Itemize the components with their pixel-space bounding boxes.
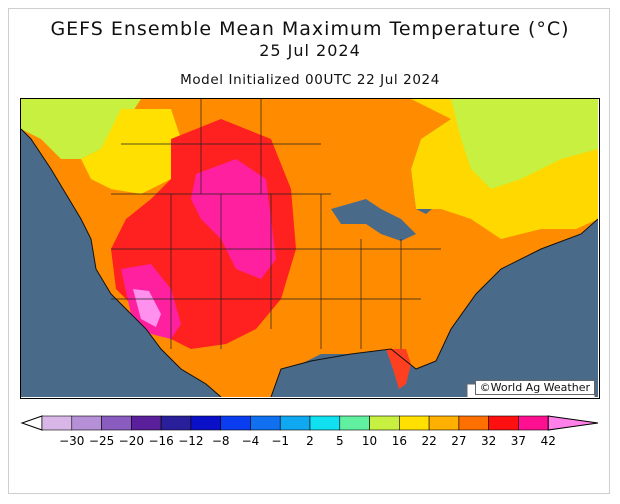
legend-swatch [279,415,311,431]
credit-label: ©World Ag Weather [474,380,595,395]
legend-min-arrow [20,415,43,431]
legend-tick-label: 27 [451,434,466,448]
legend-tick-label: 37 [511,434,526,448]
legend-tick-label: 32 [481,434,496,448]
legend-tick-label: 2 [306,434,314,448]
desert-pink-hotspot [133,289,161,327]
state-borders [111,99,441,349]
legend-tick-label: −25 [89,434,114,448]
color-scale-svg: −30 −25 −20 −16 −12 −8 −4 −1 2 5 10 16 22 27 32 37 42 [20,415,599,448]
legend-tick-label: 5 [336,434,344,448]
labrador-green-region [451,99,598,189]
color-scale-legend: −30 −25 −20 −16 −12 −8 −4 −1 2 5 10 16 22 27 32 37 42 [20,412,600,462]
legend-tick-label: 16 [392,434,407,448]
northwest-cool-region [21,99,141,159]
legend-swatch [339,415,370,431]
legend-tick-label: 10 [362,434,377,448]
legend-swatch [428,415,460,431]
legend-tick-label: −20 [119,434,144,448]
legend-tick-label: −16 [148,434,173,448]
legend-swatch [41,415,73,431]
northwest-yellow-region [81,109,181,194]
legend-swatch [101,415,132,431]
temperature-map: ©World Ag Weather [20,98,600,399]
legend-tick-label: 42 [541,434,556,448]
map-title: GEFS Ensemble Mean Maximum Temperature (… [50,18,570,40]
legend-swatch [369,415,400,431]
great-lakes [331,199,416,241]
legend-swatch [190,415,221,431]
legend-swatch [399,415,430,431]
legend-swatch [220,415,251,431]
florida [386,349,411,389]
legend-tick-label: −4 [242,434,260,448]
legend-max-arrow [547,415,599,431]
legend-tick-label: −8 [212,434,230,448]
valid-date: 25 Jul 2024 [259,41,361,60]
model-init-text: Model Initialized 00UTC 22 Jul 2024 [180,72,440,88]
legend-swatch [131,415,162,431]
legend-swatch [71,415,102,431]
figure-frame [8,8,610,494]
legend-swatch [160,415,192,431]
legend-swatch [518,415,549,431]
legend-swatch [250,415,281,431]
legend-tick-label: −30 [59,434,84,448]
coastline [21,128,599,398]
map-svg [21,99,599,398]
legend-tick-label: −1 [271,434,289,448]
gulf-of-mexico [291,354,401,397]
legend-swatch [488,415,519,431]
gulf-of-california [149,339,196,397]
legend-tick-label: −12 [178,434,203,448]
legend-swatch [458,415,489,431]
legend-tick-label: 22 [421,434,436,448]
legend-swatch [309,415,341,431]
